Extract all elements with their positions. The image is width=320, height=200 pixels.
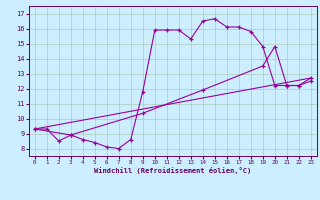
X-axis label: Windchill (Refroidissement éolien,°C): Windchill (Refroidissement éolien,°C) bbox=[94, 167, 252, 174]
